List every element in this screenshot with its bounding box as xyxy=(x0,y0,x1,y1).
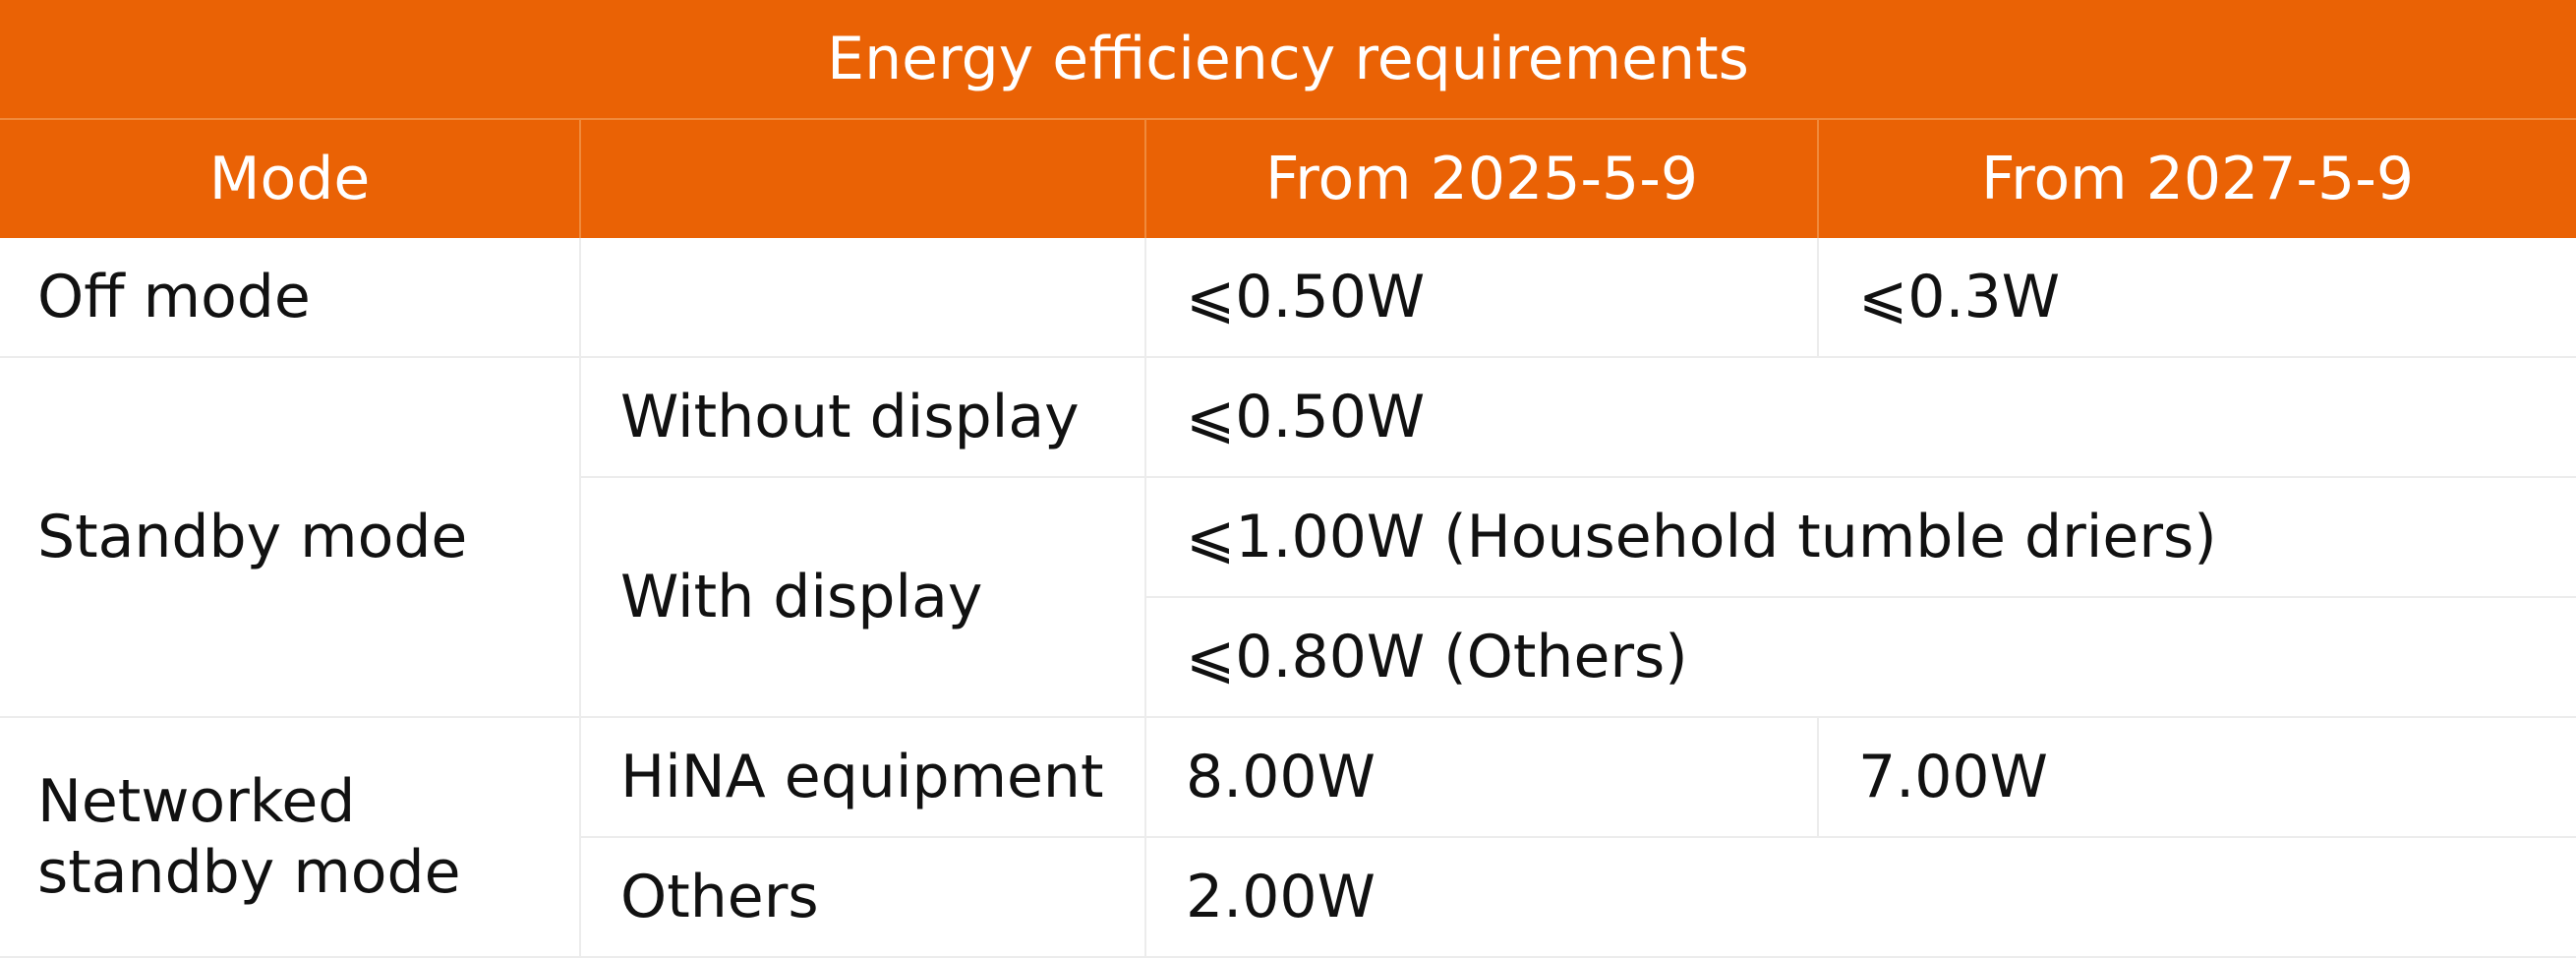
header-submode xyxy=(580,119,1146,238)
with-display-label: With display xyxy=(580,477,1146,718)
without-display-value: ⩽0.50W xyxy=(1145,357,2576,478)
networked-standby-label: Networked standby mode xyxy=(0,717,581,958)
table-row: Standby mode Without display ⩽0.50W xyxy=(0,357,2576,718)
others-label: Others xyxy=(580,837,1146,958)
title-row: Energy efficiency requirements xyxy=(0,0,2576,120)
others-value: 2.00W xyxy=(1145,837,2576,958)
header-from-2027: From 2027-5-9 xyxy=(1818,119,2576,238)
with-display-value-others: ⩽0.80W (Others) xyxy=(1145,597,2576,718)
without-display-label: Without display xyxy=(580,357,1146,478)
table-row: Off mode ⩽0.50W ⩽0.3W xyxy=(0,238,2576,358)
networked-standby-label-line2: standby mode xyxy=(37,838,461,907)
standby-mode-label: Standby mode xyxy=(0,357,581,718)
table-row: Others 2.00W xyxy=(0,837,2576,958)
hina-value-2025: 8.00W xyxy=(1145,717,1819,838)
with-display-value-driers: ⩽1.00W (Household tumble driers) xyxy=(1145,477,2576,598)
header-from-2025: From 2025-5-9 xyxy=(1145,119,1819,238)
hina-equipment-label: HiNA equipment xyxy=(580,717,1146,838)
header-row: Mode From 2025-5-9 From 2027-5-9 xyxy=(0,119,2576,238)
hina-value-2027: 7.00W xyxy=(1818,717,2576,838)
off-mode-value-2027: ⩽0.3W xyxy=(1818,238,2576,358)
table-row: ⩽0.80W (Others) xyxy=(0,597,2576,718)
off-mode-label: Off mode xyxy=(0,238,581,358)
table-row: Networked standby mode HiNA equipment 8.0… xyxy=(0,717,2576,958)
header-mode: Mode xyxy=(0,119,581,238)
off-mode-value-2025: ⩽0.50W xyxy=(1145,238,1819,358)
table-title: Energy efficiency requirements xyxy=(0,0,2576,120)
networked-standby-label-line1: Networked xyxy=(37,767,356,836)
table-row: With display ⩽1.00W (Household tumble dr… xyxy=(0,477,2576,718)
off-mode-submode xyxy=(580,238,1146,358)
